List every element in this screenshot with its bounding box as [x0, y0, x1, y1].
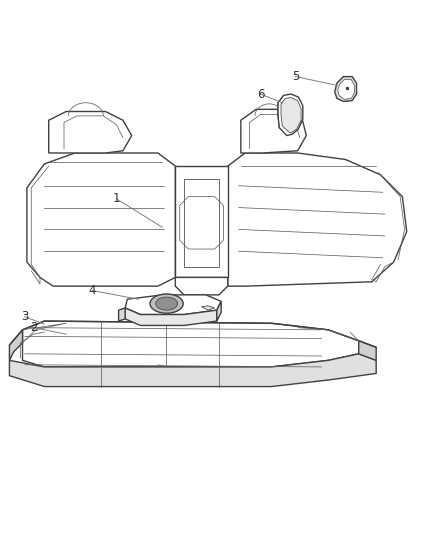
Polygon shape: [359, 341, 376, 360]
Polygon shape: [338, 79, 354, 99]
Polygon shape: [49, 111, 132, 153]
Polygon shape: [201, 306, 215, 310]
Polygon shape: [281, 98, 301, 133]
Polygon shape: [175, 166, 228, 277]
Polygon shape: [22, 321, 359, 367]
Polygon shape: [119, 308, 125, 321]
Text: 6: 6: [257, 87, 264, 101]
Polygon shape: [241, 109, 306, 153]
Text: 5: 5: [292, 70, 299, 83]
Polygon shape: [335, 77, 357, 101]
Polygon shape: [184, 179, 219, 266]
Text: 1: 1: [113, 192, 120, 205]
Polygon shape: [10, 330, 22, 360]
Ellipse shape: [155, 297, 177, 310]
Polygon shape: [27, 153, 175, 286]
Polygon shape: [125, 295, 221, 314]
Text: 2: 2: [30, 321, 37, 334]
Polygon shape: [10, 354, 376, 386]
Polygon shape: [175, 277, 228, 295]
Polygon shape: [217, 302, 221, 321]
Text: 4: 4: [88, 284, 96, 297]
Polygon shape: [125, 308, 217, 326]
Polygon shape: [278, 94, 303, 135]
Ellipse shape: [150, 294, 183, 313]
Polygon shape: [228, 153, 407, 286]
Text: 3: 3: [21, 310, 28, 323]
